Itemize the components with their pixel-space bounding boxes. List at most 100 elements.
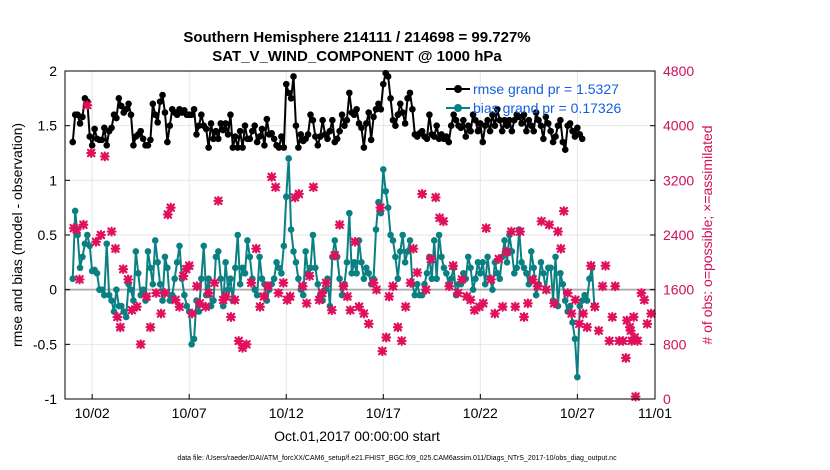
rmse-point (292, 122, 300, 129)
bias-point (399, 231, 406, 239)
obs-assimilated-marker (118, 264, 129, 275)
obs-assimilated-marker (95, 230, 106, 240)
rmse-point (103, 142, 111, 149)
bias-point (569, 319, 576, 326)
y2-axis-label: # of obs: o=possible; ×=assimilated (699, 125, 715, 344)
rmse-point (418, 127, 426, 135)
y-tick-label: 0 (49, 282, 57, 298)
bias-point (190, 335, 198, 343)
obs-assimilated-marker (589, 301, 600, 312)
bias-point (484, 253, 491, 261)
rmse-point (559, 138, 567, 146)
bias-point (161, 253, 169, 261)
obs-assimilated-marker (582, 322, 593, 333)
y-axis-left: -1 -0.5 0 0.5 1 1.5 2 (33, 63, 70, 407)
rmse-point (530, 127, 538, 135)
obs-assimilated-marker (203, 288, 214, 299)
bias-point (443, 269, 450, 277)
bias-point (151, 237, 159, 244)
rmse-point (508, 127, 516, 135)
obs-assimilated-marker (624, 322, 635, 333)
rmse-point (137, 127, 144, 135)
chart-title: Southern Hemisphere 214111 / 214698 = 99… (183, 29, 530, 46)
rmse-point (101, 124, 108, 132)
bias-point (86, 242, 94, 250)
rmse-point (210, 135, 217, 143)
rmse-point (358, 124, 365, 132)
rmse-point (234, 144, 242, 151)
bias-point (413, 280, 421, 288)
obs-assimilated-marker (607, 312, 618, 322)
obs-assimilated-marker (127, 305, 137, 316)
obs-assimilated-marker (586, 260, 596, 271)
bias-point (513, 264, 521, 272)
rmse-point (164, 138, 171, 146)
obs-assimilated-marker (345, 305, 356, 316)
rmse-point (86, 133, 94, 140)
rmse-point (79, 113, 86, 121)
rmse-point (251, 122, 259, 129)
y2-tick-label: 4800 (663, 63, 694, 79)
rmse-point (532, 109, 540, 116)
rmse-point (343, 116, 351, 124)
rmse-point (549, 138, 557, 146)
rmse-point (144, 142, 152, 149)
obs-assimilated-marker (412, 267, 423, 278)
obs-assimilated-marker (536, 216, 547, 227)
rmse-point (525, 116, 533, 124)
bias-point (350, 259, 358, 266)
bias-point (494, 269, 501, 277)
bias-point (331, 237, 339, 244)
bias-point (113, 286, 120, 293)
rmse-point (350, 111, 358, 119)
bias-point (181, 291, 188, 299)
bias-point (132, 248, 140, 255)
rmse-point (537, 122, 545, 129)
rmse-point (270, 135, 278, 143)
bias-point (469, 286, 477, 293)
bias-point (312, 264, 319, 272)
bias-point (98, 286, 106, 293)
rmse-point (561, 146, 569, 154)
rmse-point (312, 133, 319, 140)
rmse-point (268, 130, 275, 137)
bias-point (234, 231, 242, 239)
obs-assimilated-marker (438, 216, 449, 227)
bias-point (222, 259, 229, 266)
rmse-point (384, 73, 392, 80)
bias-point (358, 259, 365, 266)
obs-assimilated-marker (620, 353, 631, 363)
bias-point (241, 269, 249, 277)
bias-point (418, 291, 426, 299)
bias-point (287, 226, 295, 233)
obs-assimilated-marker (630, 391, 641, 402)
bias-point (501, 237, 508, 244)
obs-assimilated-marker (71, 224, 82, 235)
obs-assimilated-marker (417, 189, 428, 199)
obs-assimilated-marker (574, 318, 585, 329)
bias-point (392, 253, 399, 261)
obs-assimilated-marker (251, 243, 262, 254)
obs-assimilated-marker (141, 291, 152, 302)
y2-tick-label: 0 (663, 391, 671, 407)
bias-point (574, 373, 581, 381)
rmse-point (161, 109, 169, 116)
rmse-point (338, 111, 346, 119)
obs-assimilated-marker (233, 335, 244, 346)
rmse-point (159, 91, 166, 99)
obs-assimilated-marker (317, 288, 328, 299)
bias-point (120, 308, 128, 315)
rmse-point (236, 127, 244, 135)
bias-point (433, 275, 440, 283)
obs-assimilated-marker (241, 339, 252, 350)
obs-assimilated-marker (221, 291, 232, 302)
obs-assimilated-marker (160, 288, 170, 299)
obs-assimilated-marker (558, 206, 569, 217)
bias-point (219, 302, 227, 310)
bias-point (372, 226, 380, 233)
bias-point (586, 275, 593, 283)
obs-assimilated-marker (82, 100, 93, 111)
rmse-point (506, 116, 513, 124)
obs-assimilated-marker (246, 277, 257, 288)
x-tick-label: 10/27 (560, 405, 595, 421)
